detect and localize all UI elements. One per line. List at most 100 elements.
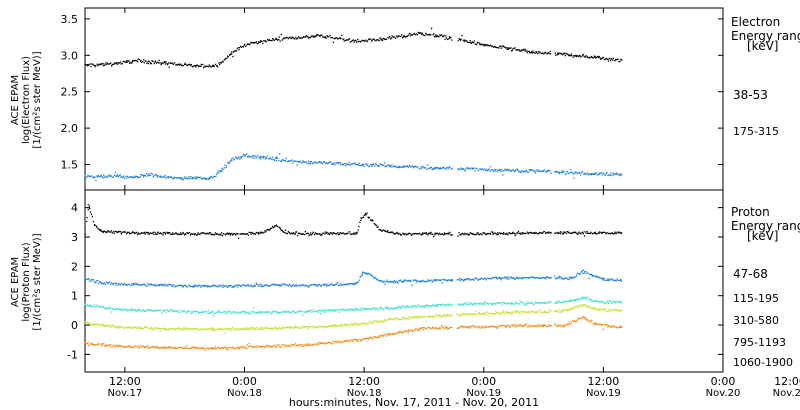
electron-point-38-53-27 <box>594 56 596 58</box>
x-tick-time-label-4: 12:00 <box>588 375 620 388</box>
electron-point-38-53-23 <box>483 43 485 45</box>
proton-panel: ACE EPAM log(Proton Flux) [1/(cm²s ster … <box>10 189 800 373</box>
proton-series-47-68 <box>84 204 623 239</box>
proton-ylabel: ACE EPAM log(Proton Flux) [1/(cm²s ster … <box>10 233 43 330</box>
proton-point-47-68-5 <box>180 232 182 234</box>
proton-scatter-47-68 <box>84 205 623 239</box>
proton-point-1060-1900-5 <box>307 343 309 345</box>
electron-point-175-315-9 <box>219 169 222 171</box>
proton-legend-series-795-1193: 795-1193 <box>733 336 786 349</box>
proton-ylabel-line-3: [1/(cm²s ster MeV)] <box>32 233 43 330</box>
electron-legend-title-3: [keV] <box>747 39 778 53</box>
electron-series-38-53 <box>84 27 623 69</box>
proton-point-47-68-6 <box>227 232 230 235</box>
x-tick-date-label-0: Nov.17 <box>108 388 143 399</box>
x-tick-time-label-0: 12:00 <box>109 375 141 388</box>
proton-ylabel-line-1: ACE EPAM <box>10 257 21 307</box>
proton-series-795-1193 <box>84 303 622 334</box>
proton-point-47-68-22 <box>594 231 596 233</box>
electron-point-38-53-25 <box>531 51 533 53</box>
electron-point-38-53-5 <box>164 62 166 64</box>
electron-ylabel: ACE EPAM log(Electron Flux) [1/(cm²s ste… <box>10 51 43 148</box>
electron-point-175-315-0 <box>84 174 86 177</box>
proton-ytick-label-3: 2 <box>71 260 78 273</box>
electron-point-38-53-0 <box>84 64 86 66</box>
electron-point-175-315-12 <box>259 155 262 158</box>
electron-point-38-53-4 <box>148 60 150 62</box>
proton-ytick-label-4: 3 <box>71 231 78 244</box>
proton-scatter-795-1193 <box>85 304 622 334</box>
electron-panel: ACE EPAM log(Electron Flux) [1/(cm²s ste… <box>10 7 800 191</box>
electron-legend-title-1: Electron <box>731 15 780 29</box>
proton-point-310-580-0 <box>84 303 86 306</box>
electron-ylabel-line-1: ACE EPAM <box>10 75 21 125</box>
proton-legend-series-310-580: 310-580 <box>733 314 779 327</box>
electron-point-175-315-13 <box>275 158 277 160</box>
proton-point-115-195-0 <box>84 277 86 279</box>
proton-point-47-68-1 <box>87 204 89 206</box>
electron-scatter-38-53 <box>85 27 623 69</box>
electron-legend-series-38-53: 38-53 <box>733 88 768 102</box>
electron-point-175-315-10 <box>231 158 233 160</box>
proton-point-1060-1900-14 <box>620 325 622 328</box>
electron-point-175-315-8 <box>208 177 211 179</box>
electron-point-38-53-24 <box>507 47 509 49</box>
x-tick-time-label-6: 12:00 <box>774 375 800 388</box>
proton-point-310-580-8 <box>435 303 437 306</box>
proton-point-310-580-4 <box>259 311 262 313</box>
proton-legend-series-115-195: 115-195 <box>733 292 779 305</box>
x-tick-time-label-2: 12:00 <box>348 375 380 388</box>
electron-ylabel-line-3: [1/(cm²s ster MeV)] <box>32 51 43 148</box>
proton-point-795-1193-5 <box>307 325 309 328</box>
proton-point-1060-1900-8 <box>419 327 421 329</box>
proton-point-310-580-12 <box>582 296 584 298</box>
electron-legend-series-175-315: 175-315 <box>733 125 779 138</box>
proton-legend: Proton Energy range [keV] 47-68 115-195 … <box>731 205 800 369</box>
proton-point-1060-1900-4 <box>259 345 262 347</box>
proton-point-115-195-18 <box>602 278 604 280</box>
electron-ytick-label-4: 3.5 <box>61 13 79 26</box>
proton-point-795-1193-10 <box>515 311 517 313</box>
proton-point-115-195-15 <box>570 276 573 279</box>
proton-point-310-580-6 <box>355 308 357 310</box>
electron-ytick-label-2: 2.5 <box>61 86 79 99</box>
proton-ytick-label-5: 4 <box>71 202 78 215</box>
proton-ytick-label-2: 1 <box>71 290 78 303</box>
x-tick-time-label-5: 0:00 <box>711 375 736 388</box>
electron-series-175-315 <box>84 153 623 182</box>
proton-point-115-195-4 <box>227 284 230 287</box>
x-tick-date-label-2: Nov.18 <box>347 388 382 399</box>
proton-point-47-68-14 <box>365 212 367 215</box>
electron-ylabel-line-2: log(Electron Flux) <box>21 56 32 144</box>
proton-point-795-1193-8 <box>419 315 421 317</box>
electron-ytick-label-0: 1.5 <box>61 159 79 172</box>
proton-legend-series-1060-1900: 1060-1900 <box>733 356 793 369</box>
electron-ytick-label-3: 3.0 <box>61 49 79 62</box>
proton-legend-title-1: Proton <box>731 205 770 219</box>
proton-point-47-68-12 <box>355 231 357 234</box>
proton-legend-title-3: [keV] <box>747 229 778 243</box>
proton-point-47-68-13 <box>360 217 362 219</box>
electron-legend: Electron Energy range [keV] 38-53 175-31… <box>731 15 800 138</box>
electron-point-38-53-10 <box>231 51 233 53</box>
electron-ytick-label-1: 2.0 <box>61 122 79 135</box>
electron-point-38-53-21 <box>435 34 437 36</box>
proton-point-1060-1900-7 <box>387 333 389 335</box>
proton-point-115-195-13 <box>499 276 501 279</box>
proton-point-310-580-9 <box>483 302 485 304</box>
electron-point-38-53-15 <box>315 35 317 37</box>
proton-scatter-115-195 <box>84 269 623 289</box>
proton-series-1060-1900 <box>84 315 623 351</box>
x-tick-date-label-6: Nov.20 <box>773 388 800 399</box>
proton-point-47-68-15 <box>371 220 373 222</box>
proton-point-1060-1900-11 <box>562 324 565 326</box>
proton-ytick-label-0: -1 <box>67 348 78 361</box>
x-tick-date-label-3: Nov.19 <box>466 388 501 399</box>
x-axis-label: hours:minutes, Nov. 17, 2011 - Nov. 20, … <box>289 396 539 409</box>
proton-point-115-195-12 <box>451 278 453 281</box>
x-tick-date-label-4: Nov.19 <box>586 388 621 399</box>
electron-point-38-53-8 <box>212 64 214 67</box>
electron-scatter-175-315 <box>84 153 623 182</box>
proton-point-1060-1900-12 <box>582 315 584 317</box>
